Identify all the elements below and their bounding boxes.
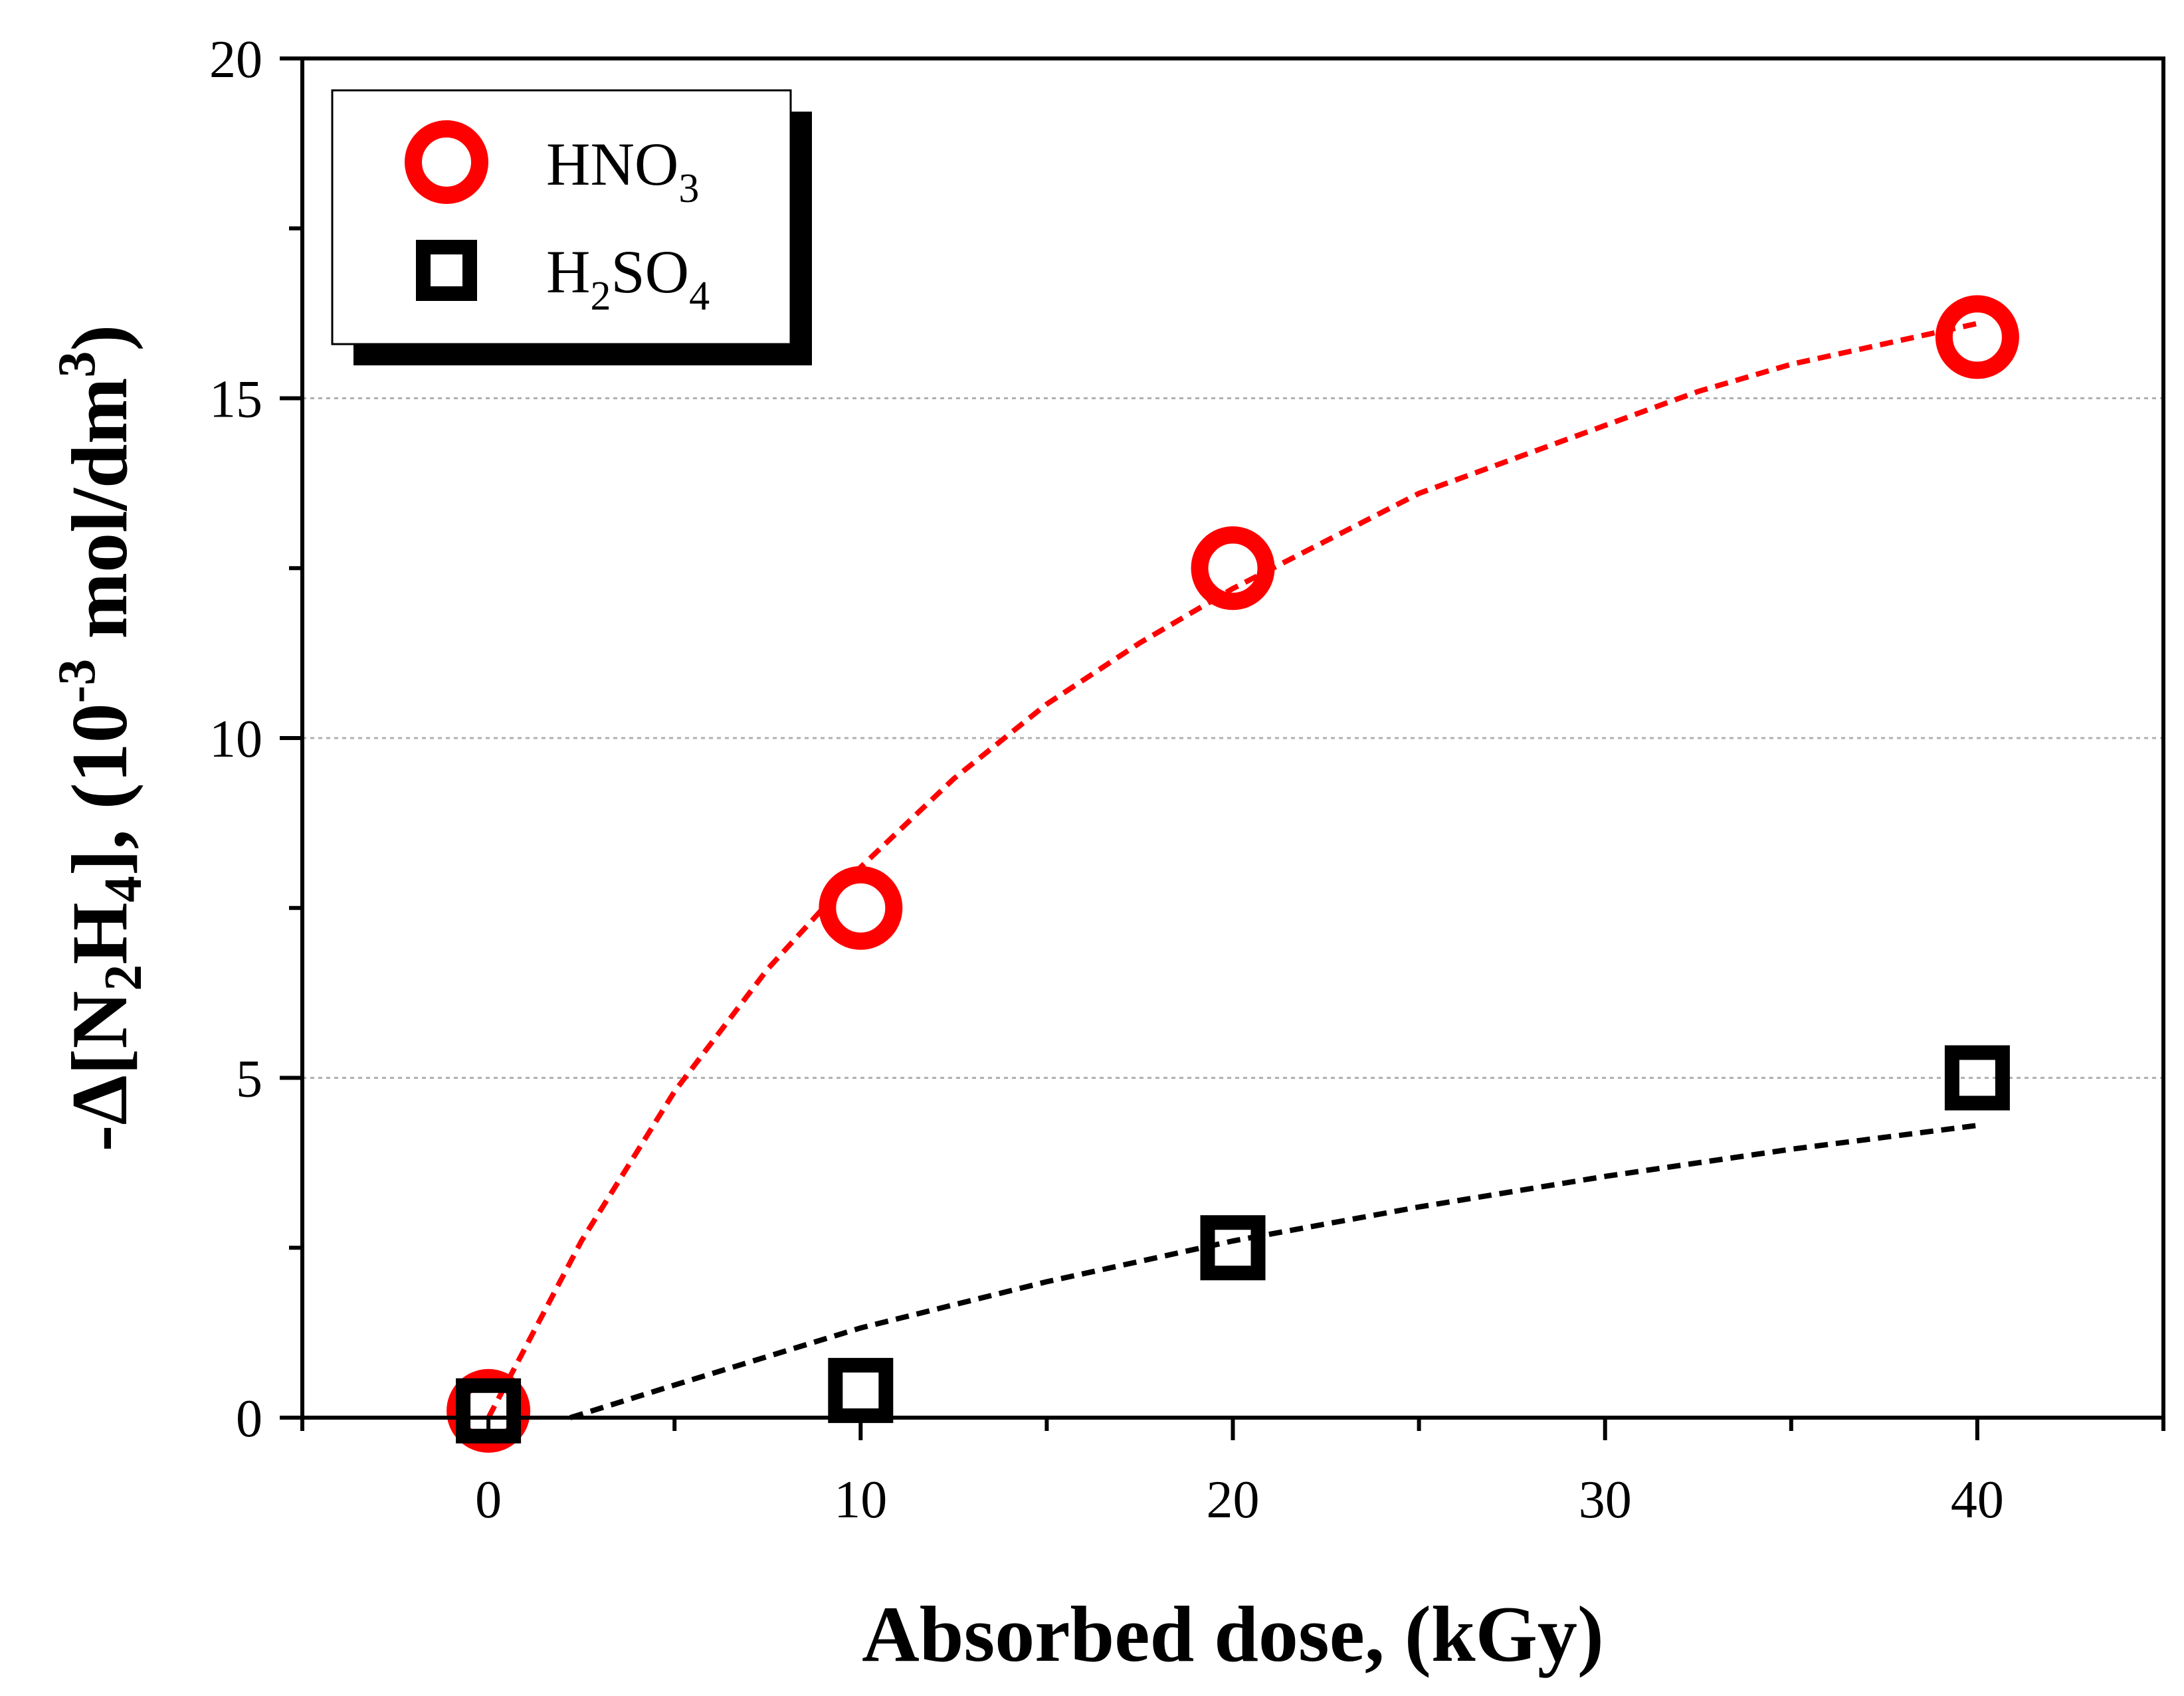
y-title-unit: mol/dm <box>55 377 144 658</box>
legend-h2so4-main: H <box>546 238 590 306</box>
data-markers <box>447 295 2019 1453</box>
legend-h2so4-marker <box>416 240 477 301</box>
y-title-sup: -3 <box>48 659 106 704</box>
axis-tick-labels: 0 10 20 30 40 0 5 10 15 20 <box>209 31 2004 1529</box>
legend-hno3-sub: 3 <box>678 166 699 211</box>
point-h2so4-40 <box>1944 1045 2010 1111</box>
fit-curve-hno3 <box>486 321 1978 1419</box>
grid-lines <box>302 397 2163 1079</box>
axis-ticks <box>280 56 2165 1440</box>
point-hno3-40 <box>1935 295 2019 379</box>
y-tick-label-20: 20 <box>209 31 262 89</box>
x-tick-label-40: 40 <box>1951 1471 2004 1529</box>
point-h2so4-10 <box>828 1358 894 1424</box>
y-title-sub1: 2 <box>94 965 153 991</box>
y-tick-label-15: 15 <box>209 371 262 429</box>
y-title-mid: H <box>55 902 144 964</box>
point-hno3-0 <box>447 1368 531 1453</box>
x-tick-label-20: 20 <box>1207 1471 1260 1529</box>
y-tick-label-5: 5 <box>236 1050 262 1109</box>
fit-curves <box>486 321 1978 1420</box>
x-tick-label-0: 0 <box>475 1471 502 1529</box>
fit-curve-h2so4 <box>569 1123 1978 1420</box>
legend-h2so4-tail: SO <box>611 238 689 306</box>
point-hno3-10 <box>819 866 903 950</box>
legend-hno3-main: HNO <box>546 130 678 198</box>
legend: HNO3 H2SO4 <box>331 89 812 365</box>
x-tick-label-30: 30 <box>1579 1471 1632 1529</box>
legend-hno3-label: HNO3 <box>546 130 699 211</box>
y-tick-label-0: 0 <box>236 1390 262 1448</box>
y-tick-label-10: 10 <box>209 710 262 769</box>
y-axis-title: -Δ[N2H4], (10-3 mol/dm3) <box>48 324 153 1151</box>
x-tick-label-10: 10 <box>834 1471 887 1529</box>
y-title-close: ) <box>55 324 144 351</box>
y-title-prefix: -Δ[N <box>55 991 144 1152</box>
legend-box <box>331 89 792 345</box>
y-title-sub2: 4 <box>94 876 153 902</box>
y-title-sup2: 3 <box>48 351 106 377</box>
point-hno3-20 <box>1191 526 1275 611</box>
point-h2so4-20 <box>1200 1215 1266 1281</box>
x-axis-title: Absorbed dose, (kGy) <box>862 1590 1604 1678</box>
y-title-suffix: ], (10 <box>55 703 144 876</box>
legend-h2so4-sub2: 4 <box>689 274 710 319</box>
legend-h2so4-label: H2SO4 <box>546 238 710 319</box>
legend-h2so4-sub: 2 <box>590 274 611 319</box>
legend-hno3-marker <box>405 120 488 204</box>
